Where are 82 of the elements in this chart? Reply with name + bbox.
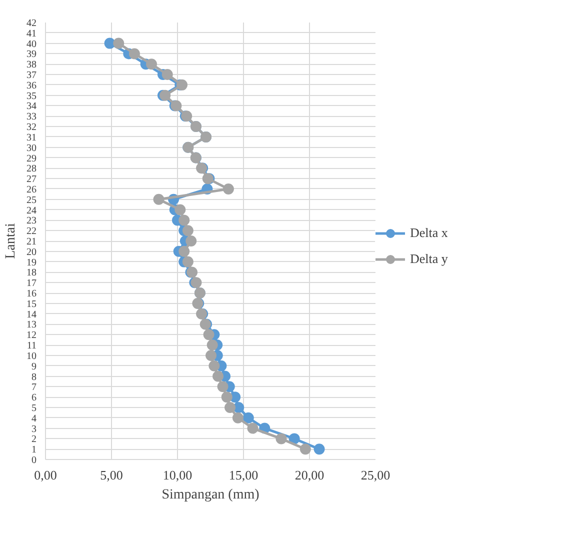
point xyxy=(224,402,236,413)
y-tick-label: 21 xyxy=(26,236,36,248)
x-tick-label: 10,00 xyxy=(162,468,192,482)
point xyxy=(242,412,254,424)
y-tick-label: 13 xyxy=(26,320,36,331)
y-tick-label: 8 xyxy=(32,372,36,383)
x-tick-label: 25,00 xyxy=(360,468,390,482)
y-tick-label: 40 xyxy=(26,38,36,50)
point xyxy=(276,433,287,444)
y-axis-title: Lantai xyxy=(4,223,18,259)
point xyxy=(222,183,234,194)
x-tick-label: 5,00 xyxy=(100,468,123,482)
y-tick-label: 15 xyxy=(26,298,36,310)
y-tick-label: 37 xyxy=(26,70,36,82)
y-tick-label: 4 xyxy=(32,413,36,424)
y-tick-label: 10 xyxy=(26,350,36,362)
point xyxy=(182,225,194,236)
y-tick-label: 2 xyxy=(32,434,36,446)
legend-label: Delta y xyxy=(410,251,448,267)
point xyxy=(288,433,300,444)
y-tick-label: 29 xyxy=(26,153,36,164)
y-tick-label: 14 xyxy=(26,309,36,320)
point xyxy=(314,444,325,455)
x-tick-label: 15,00 xyxy=(228,468,258,482)
y-tick-label: 23 xyxy=(26,216,36,227)
point xyxy=(160,90,171,101)
y-tick-label: 9 xyxy=(32,361,36,372)
legend-label: Delta x xyxy=(410,225,448,241)
x-axis-title: Simpangan (mm) xyxy=(162,488,260,502)
y-tick-label: 17 xyxy=(26,278,36,290)
y-tick-label: 33 xyxy=(26,112,36,123)
y-tick-label: 27 xyxy=(26,174,36,186)
y-tick-label: 7 xyxy=(32,382,36,394)
point xyxy=(182,256,194,268)
y-tick-label: 20 xyxy=(26,246,36,258)
point xyxy=(178,246,190,257)
y-tick-label: 0 xyxy=(32,455,36,466)
point xyxy=(206,350,217,361)
point xyxy=(300,444,311,455)
point xyxy=(104,38,116,49)
y-tick-label: 11 xyxy=(26,340,37,352)
point xyxy=(162,69,173,80)
y-tick-label: 34 xyxy=(26,101,36,112)
y-tick-label: 31 xyxy=(26,132,36,144)
point xyxy=(153,194,164,205)
y-tick-label: 18 xyxy=(26,268,36,279)
y-tick-label: 16 xyxy=(26,288,36,300)
y-tick-label: 19 xyxy=(26,257,36,268)
y-tick-label: 22 xyxy=(26,226,36,238)
point xyxy=(217,381,228,392)
y-tick-label: 36 xyxy=(26,80,36,92)
point xyxy=(186,236,197,246)
point xyxy=(174,204,186,216)
point xyxy=(203,329,214,340)
y-tick-label: 25 xyxy=(26,194,36,206)
y-tick-label: 41 xyxy=(26,28,36,40)
y-tick-label: 32 xyxy=(26,122,36,134)
y-tick-label: 42 xyxy=(26,18,36,29)
y-tick-label: 38 xyxy=(26,60,36,71)
point xyxy=(232,412,244,424)
point xyxy=(206,340,218,351)
y-tick-label: 3 xyxy=(32,424,36,435)
y-tick-label: 24 xyxy=(26,205,36,216)
y-tick-label: 12 xyxy=(26,330,36,342)
point xyxy=(113,38,124,49)
y-tick-label: 6 xyxy=(32,392,36,404)
x-tick-label: 0,00 xyxy=(34,468,57,482)
y-tick-label: 35 xyxy=(26,90,36,102)
point xyxy=(212,370,224,382)
point xyxy=(247,422,258,434)
y-tick-label: 1 xyxy=(32,444,36,456)
y-tick-label: 30 xyxy=(26,142,36,154)
y-tick-label: 26 xyxy=(26,184,36,196)
point xyxy=(128,48,140,60)
point xyxy=(208,360,220,372)
y-tick-label: 39 xyxy=(26,49,36,60)
y-tick-label: 28 xyxy=(26,164,36,175)
x-tick-label: 20,00 xyxy=(294,468,324,482)
point xyxy=(146,58,157,70)
point xyxy=(221,392,232,403)
point xyxy=(178,214,190,226)
y-tick-label: 5 xyxy=(32,402,36,414)
